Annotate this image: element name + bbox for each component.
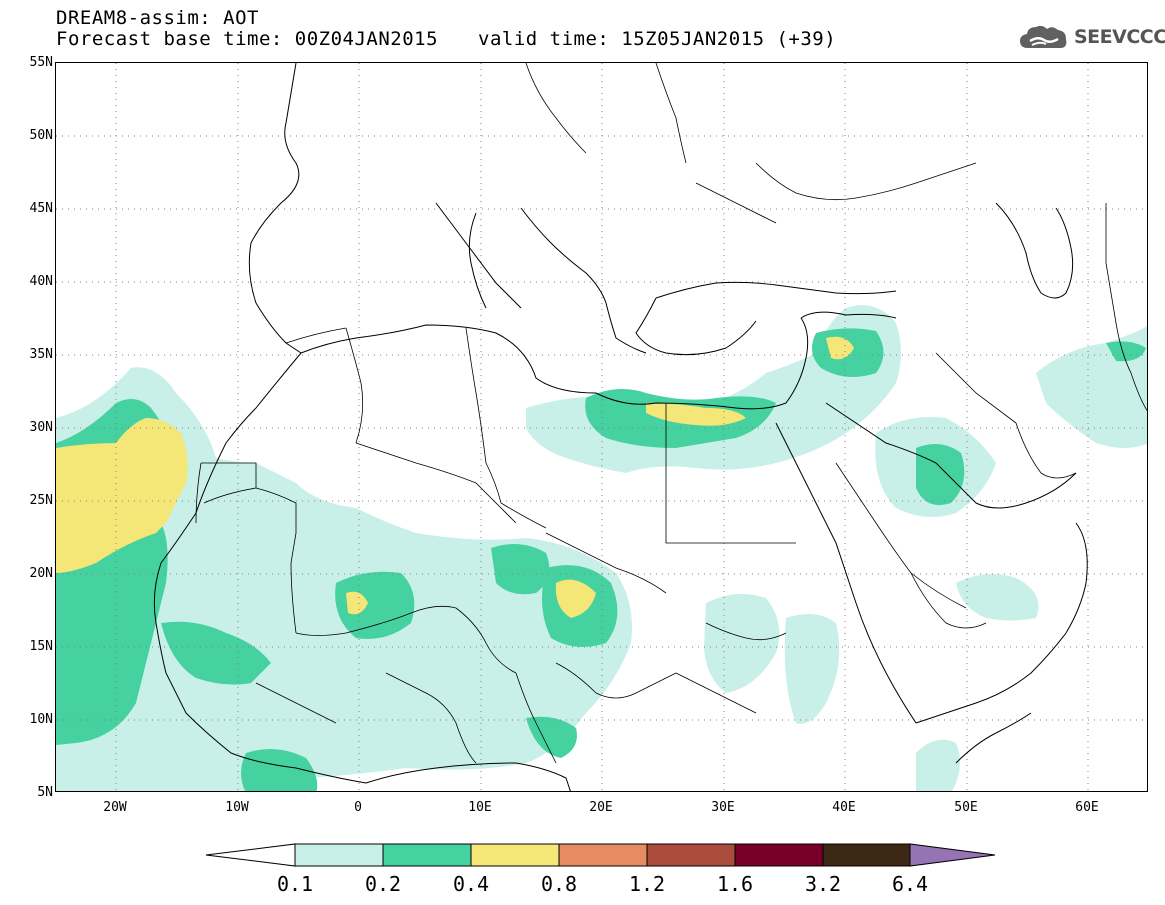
- lon-label: 30E: [711, 800, 735, 815]
- logo-text: SEEVCCC: [1074, 26, 1165, 48]
- map-canvas: [56, 63, 1147, 791]
- lat-label: 5N: [37, 785, 53, 800]
- lon-label: 60E: [1075, 800, 1099, 815]
- colorbar-label: 3.2: [804, 872, 842, 896]
- colorbar-lower-arrow: [205, 843, 296, 867]
- colorbar-swatch: [294, 843, 384, 867]
- lat-label: 30N: [29, 420, 53, 435]
- lat-label: 20N: [29, 566, 53, 581]
- colorbar-swatch: [822, 843, 911, 867]
- lon-label: 40E: [832, 800, 856, 815]
- colorbar-swatch: [558, 843, 648, 867]
- colorbar-label: 0.8: [540, 872, 578, 896]
- map-title: DREAM8-assim: AOT: [56, 7, 259, 29]
- aot-level-0-4: [56, 336, 854, 618]
- colorbar-swatch: [734, 843, 824, 867]
- colorbar-swatch: [646, 843, 736, 867]
- lat-label: 10N: [29, 712, 53, 727]
- lat-label: 15N: [29, 639, 53, 654]
- lat-label: 45N: [29, 201, 53, 216]
- lon-label: 20W: [103, 800, 127, 815]
- colorbar-swatch: [470, 843, 560, 867]
- lon-label: 10W: [225, 800, 249, 815]
- colorbar-label: 0.4: [452, 872, 490, 896]
- lon-label: 20E: [589, 800, 613, 815]
- lat-label: 25N: [29, 493, 53, 508]
- colorbar-label: 1.6: [716, 872, 754, 896]
- colorbar-label: 1.2: [628, 872, 666, 896]
- lat-label: 55N: [29, 55, 53, 70]
- colorbar: [205, 843, 996, 867]
- colorbar-label: 0.1: [276, 872, 314, 896]
- coastlines: [153, 63, 1088, 791]
- country-borders: [195, 63, 1147, 764]
- colorbar-label: 0.2: [364, 872, 402, 896]
- colorbar-label: 6.4: [891, 872, 929, 896]
- aot-map: [55, 62, 1148, 792]
- forecast-base-time: Forecast base time: 00Z04JAN2015: [56, 28, 439, 50]
- graticule: [56, 63, 1147, 791]
- lon-label: 50E: [954, 800, 978, 815]
- cloud-icon: [1020, 25, 1067, 48]
- lon-label: 10E: [468, 800, 492, 815]
- lat-label: 40N: [29, 274, 53, 289]
- seevccc-logo: SEEVCCC: [1018, 22, 1165, 52]
- colorbar-upper-arrow: [909, 843, 996, 867]
- valid-time: valid time: 15Z05JAN2015 (+39): [478, 28, 837, 50]
- aot-level-0-1: [56, 305, 1147, 791]
- lon-label: 0: [354, 800, 362, 815]
- colorbar-swatch: [382, 843, 472, 867]
- lat-label: 35N: [29, 347, 53, 362]
- lat-label: 50N: [29, 128, 53, 143]
